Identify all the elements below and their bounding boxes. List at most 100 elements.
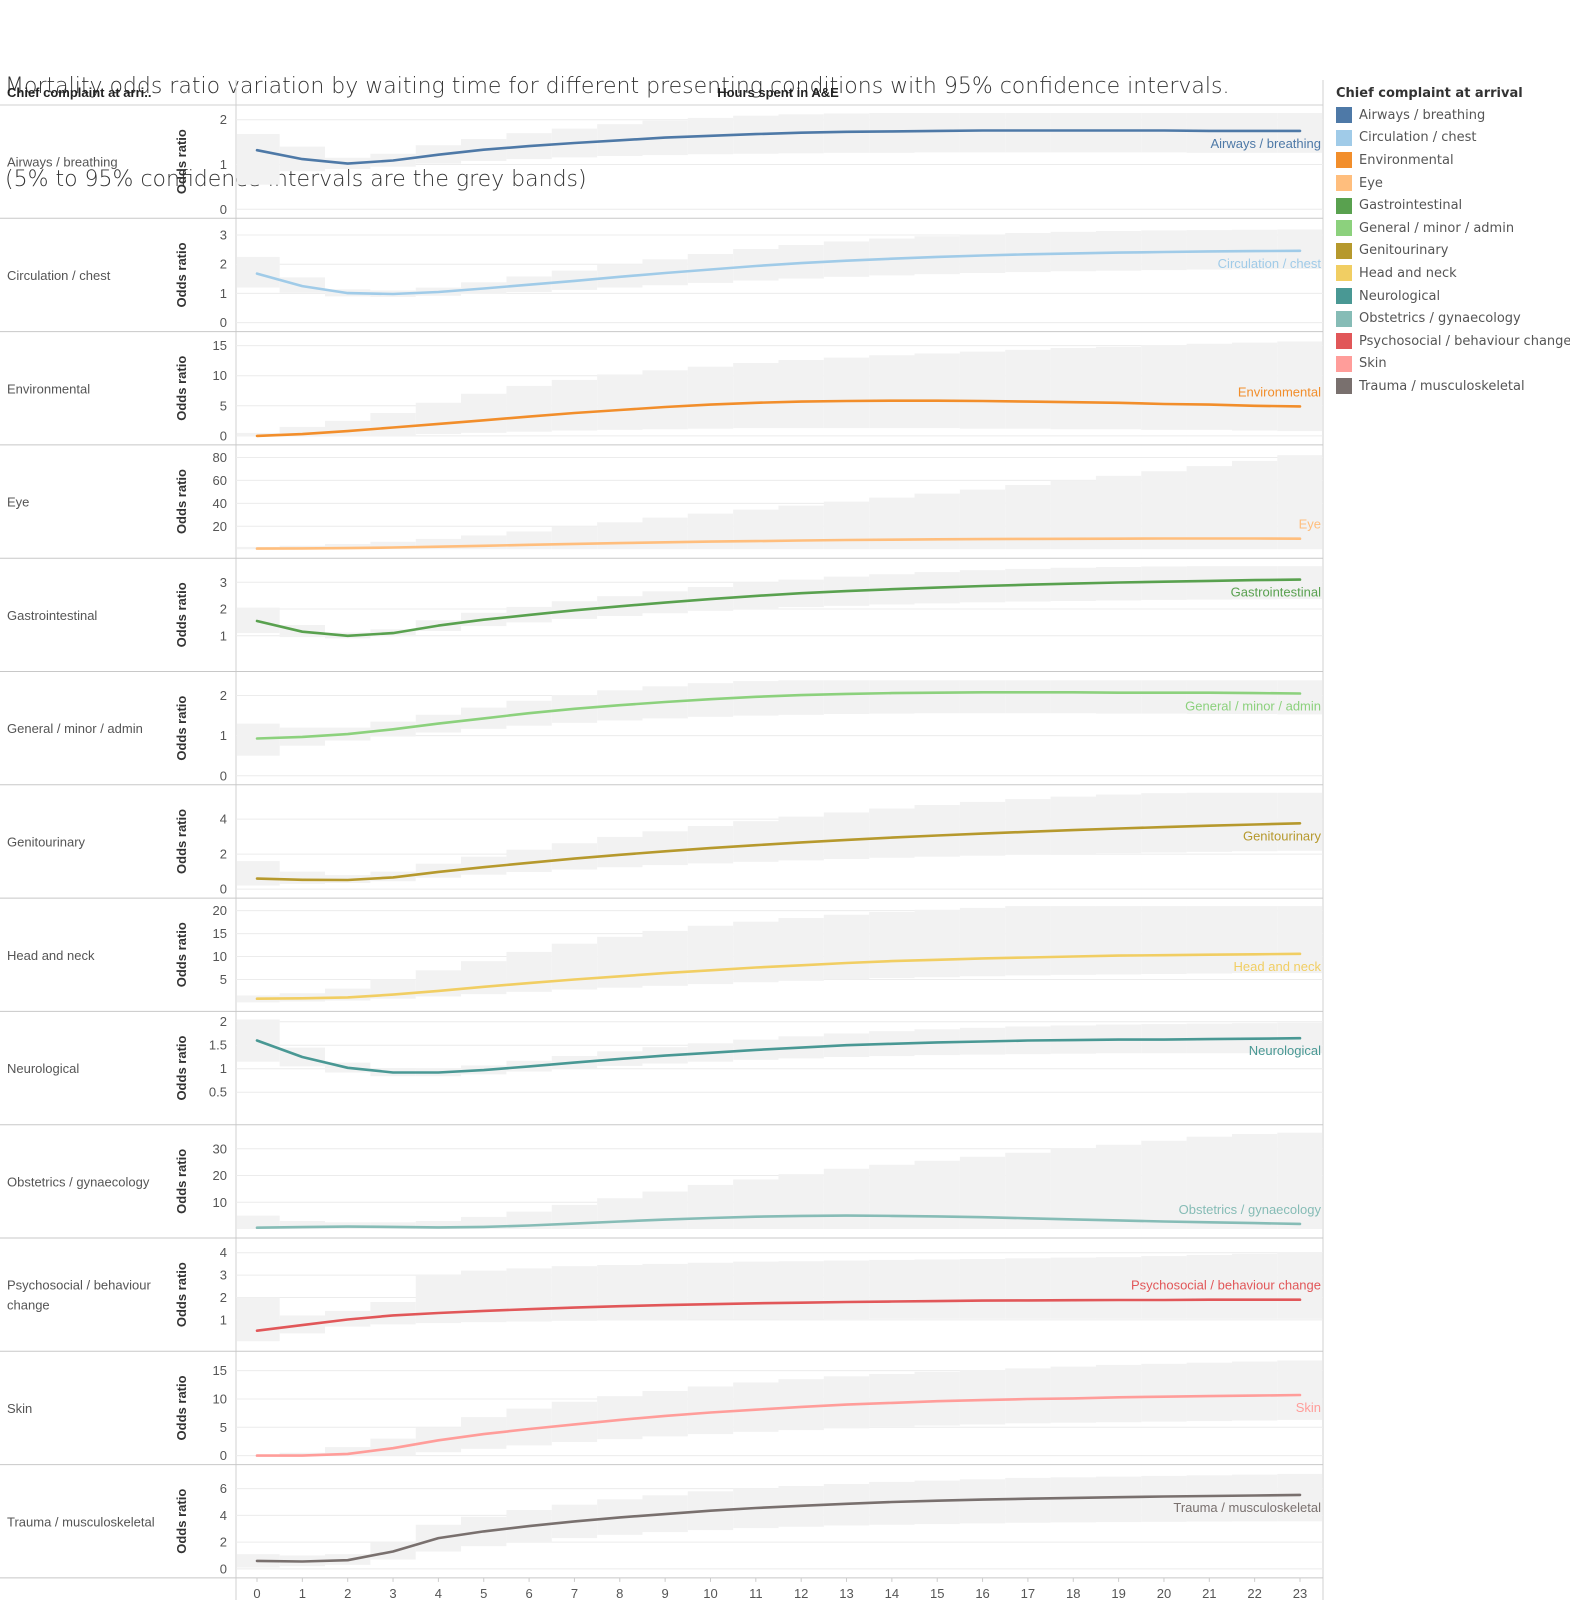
x-axis-title: Hours spent in A&E <box>717 85 839 100</box>
ci-band <box>279 1452 326 1456</box>
series-line <box>255 578 1302 638</box>
y-tick-label: 0.5 <box>209 1085 227 1100</box>
y-tick-label: 10 <box>213 1391 227 1406</box>
ci-band <box>1005 349 1051 429</box>
legend-item[interactable]: Eye <box>1336 172 1570 195</box>
legend-swatch <box>1336 175 1352 192</box>
ci-band <box>778 680 824 715</box>
panel-psychosocial-behaviour-change: Psychosocial / behaviour change Odds ratio… <box>0 1245 1323 1352</box>
legend-item[interactable]: Head and neck <box>1336 262 1570 285</box>
ci-band <box>1277 113 1322 153</box>
ci-band <box>506 849 552 872</box>
ci-band <box>1231 1474 1278 1522</box>
legend-item[interactable]: Psychosocial / behaviour change <box>1336 330 1570 353</box>
ci-band <box>914 909 960 978</box>
x-tick-label: 3 <box>389 1586 396 1600</box>
ci-band <box>1005 799 1051 855</box>
x-tick-label: 7 <box>571 1586 578 1600</box>
y-tick-label: 0 <box>220 315 227 330</box>
ci-band <box>1141 471 1187 550</box>
y-tick-label: 1 <box>220 1061 227 1076</box>
ci-band <box>506 1268 552 1322</box>
panel-gastrointestinal: Gastrointestinal Odds ratio 1 2 3 Gastrointes… <box>0 566 1323 672</box>
x-tick-label: 10 <box>703 1586 717 1600</box>
legend-item[interactable]: Neurological <box>1336 285 1570 308</box>
ci-band <box>415 538 462 550</box>
legend-item[interactable]: Gastrointestinal <box>1336 194 1570 217</box>
ci-band <box>869 1164 915 1229</box>
y-tick-label: 1 <box>220 1312 227 1327</box>
legend-title: Chief complaint at arrival <box>1336 86 1523 101</box>
ci-band <box>687 1184 734 1229</box>
ci-band <box>1050 906 1096 975</box>
ci-band <box>1050 231 1096 272</box>
x-tick-label: 6 <box>525 1586 532 1600</box>
ci-band <box>1141 1475 1187 1522</box>
y-tick-label: 6 <box>220 1481 227 1496</box>
ci-band <box>1231 1134 1278 1229</box>
series-end-label: Psychosocial / behaviour change <box>1131 1278 1321 1293</box>
y-tick-label: 1 <box>220 628 227 643</box>
y-tick-label: 0 <box>220 1448 227 1463</box>
legend-label: Psychosocial / behaviour change <box>1359 333 1570 349</box>
ci-band <box>642 1191 688 1229</box>
ci-band <box>370 1301 416 1325</box>
ci-band <box>237 1215 280 1229</box>
series-line <box>255 129 1302 165</box>
y-tick-label: 2 <box>220 847 227 862</box>
ci-band <box>1186 680 1232 715</box>
ci-band <box>1095 906 1142 975</box>
ci-band <box>733 1179 779 1229</box>
ci-band <box>1186 1475 1232 1522</box>
y-tick-label: 1 <box>220 157 227 172</box>
ci-band <box>237 134 280 185</box>
panel-genitourinary: Genitourinary Odds ratio 0 2 4 Genitourinary <box>0 792 1323 899</box>
legend-swatch <box>1336 355 1352 372</box>
legend-item[interactable]: Skin <box>1336 353 1570 376</box>
ci-band <box>642 831 688 866</box>
y-axis-title: Odds ratio <box>174 809 189 874</box>
ci-band <box>642 1263 688 1320</box>
legend-item[interactable]: Genitourinary <box>1336 240 1570 263</box>
ci-band <box>778 1174 824 1229</box>
legend-label: Skin <box>1359 356 1387 372</box>
y-axis-title: Odds ratio <box>174 1375 189 1440</box>
ci-band <box>823 812 870 859</box>
y-axis-title: Odds ratio <box>174 1489 189 1554</box>
x-axis: 0 1 2 3 4 5 6 7 8 9 10 11 12 13 14 15 16 17 18 19 20 21 22 23 <box>253 1577 1307 1600</box>
ci-band <box>1141 906 1187 974</box>
ci-band <box>1277 455 1322 550</box>
y-axis-title: Odds ratio <box>174 242 189 307</box>
row-label: Eye <box>7 495 29 510</box>
series-end-label: Gastrointestinal <box>1231 585 1321 600</box>
legend-item[interactable]: Trauma / musculoskeletal <box>1336 375 1570 398</box>
row-label: General / minor / admin <box>7 721 143 736</box>
ci-band <box>778 505 824 550</box>
ci-band <box>1186 792 1232 852</box>
ci-band <box>597 1265 643 1321</box>
panel-circulation-chest: Circulation / chest Odds ratio 0 1 2 3 Circula… <box>0 228 1323 333</box>
legend-item[interactable]: Airways / breathing <box>1336 104 1570 127</box>
y-tick-label: 60 <box>213 473 227 488</box>
x-tick-label: 1 <box>299 1586 306 1600</box>
ci-band <box>959 351 1006 429</box>
row-label: Obstetrics / gynaecology <box>7 1174 150 1189</box>
y-axis-title: Odds ratio <box>174 696 189 761</box>
ci-band <box>415 1220 462 1229</box>
y-tick-label: 2 <box>220 602 227 617</box>
series-end-label: Environmental <box>1238 384 1321 399</box>
x-tick-label: 0 <box>253 1586 260 1600</box>
x-tick-label: 17 <box>1021 1586 1035 1600</box>
y-tick-label: 1.5 <box>209 1038 227 1053</box>
ci-band <box>1141 680 1187 714</box>
ci-band <box>1141 1256 1187 1319</box>
ci-band <box>1186 230 1232 270</box>
legend-item[interactable]: Environmental <box>1336 149 1570 172</box>
panel-trauma-musculoskeletal: Trauma / musculoskeletal Odds ratio 0 2 4 6 Tr… <box>0 1473 1323 1579</box>
y-tick-label: 20 <box>213 903 227 918</box>
y-axis-title: Odds ratio <box>174 1149 189 1214</box>
legend-item[interactable]: Obstetrics / gynaecology <box>1336 307 1570 330</box>
ci-band <box>415 1275 462 1324</box>
legend-item[interactable]: General / minor / admin <box>1336 217 1570 240</box>
legend-item[interactable]: Circulation / chest <box>1336 127 1570 150</box>
